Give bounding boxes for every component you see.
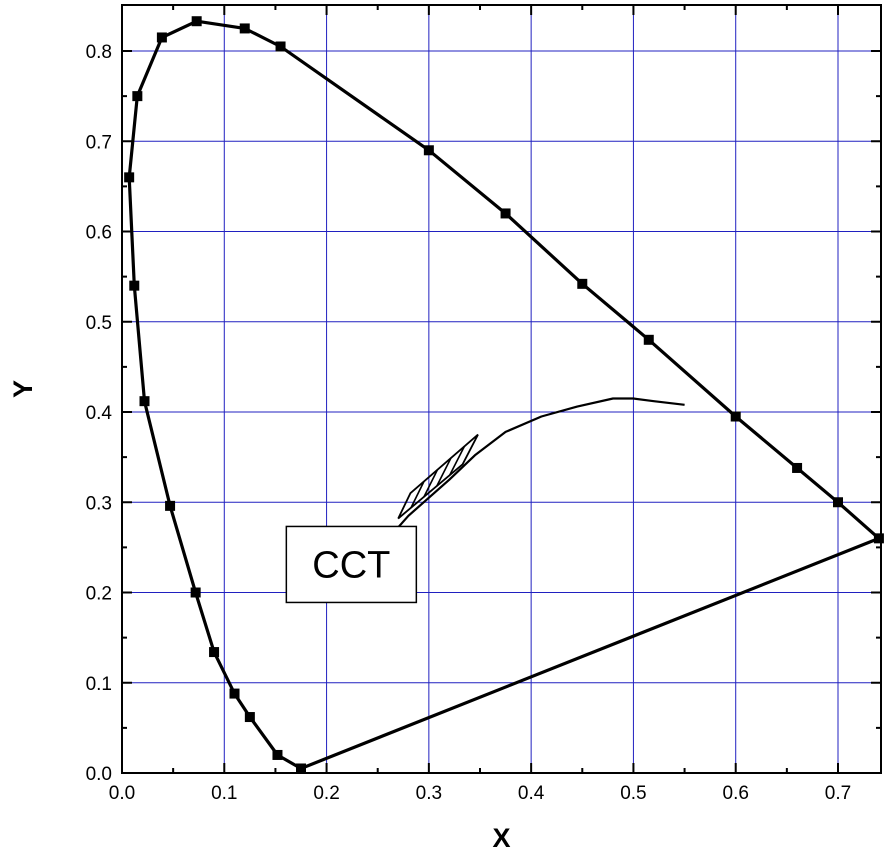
data-point [209,647,220,658]
x-tick-label: 0.2 [313,783,339,804]
y-tick-label: 0.1 [86,674,112,695]
y-tick-label: 0.3 [86,493,112,514]
cct-hatch-line [423,469,439,498]
data-point [190,587,201,598]
purple-line-line [300,536,880,770]
data-point [730,411,741,422]
series [124,16,884,774]
spectral-locus-line [127,19,880,770]
y-tick-label: 0.6 [86,223,112,244]
data-point [132,91,143,102]
x-tick-label: 0.7 [825,783,851,804]
x-tick-label: 0.4 [518,783,545,804]
data-point [191,16,202,27]
y-tick-label: 0.4 [86,403,113,424]
data-point [229,688,240,699]
data-point [275,41,286,52]
data-point [423,145,434,156]
tick-labels: 0.0 0.1 0.2 0.3 0.4 0.5 0.6 0.7 0.0 0.1 0.2 0.3 0.4 0… [86,42,852,804]
data-point [124,172,135,183]
data-point [239,23,250,34]
data-point [873,533,884,544]
x-tick-label: 0.1 [211,783,237,804]
y-tick-label: 0.0 [86,764,112,785]
x-axis-title: X [492,823,510,853]
data-point [577,278,588,289]
cct-region [397,433,479,520]
x-tick-label: 0.0 [109,783,135,804]
y-tick-label: 0.5 [86,313,112,334]
cct-annotation-box [285,525,418,604]
y-tick-label: 0.7 [86,132,112,153]
plot-frame [121,4,882,774]
y-axis-title: Y [8,380,38,398]
data-point [244,712,255,723]
cct-hatch-line [449,445,466,476]
y-tick-label: 0.2 [86,584,112,605]
data-point [272,749,283,760]
data-point [165,500,176,511]
data-point [643,334,654,345]
cct-hatch-line [410,481,425,509]
data-point [500,208,511,219]
planckian-locus-line [381,397,685,546]
data-point [139,396,150,407]
cct-quadrilateral [397,433,479,520]
data-point [156,32,167,43]
annotations: CCT [285,525,418,604]
cct-annotation-label: CCT [312,544,390,586]
grid [122,5,881,773]
y-tick-label: 0.8 [86,42,112,63]
data-point [792,462,803,473]
data-point [833,497,843,508]
x-tick-label: 0.3 [416,783,442,804]
cct-hatch-line [436,457,452,487]
data-point [129,280,140,291]
x-tick-label: 0.5 [620,783,646,804]
axis-ticks [121,5,881,774]
x-tick-label: 0.6 [723,783,749,804]
